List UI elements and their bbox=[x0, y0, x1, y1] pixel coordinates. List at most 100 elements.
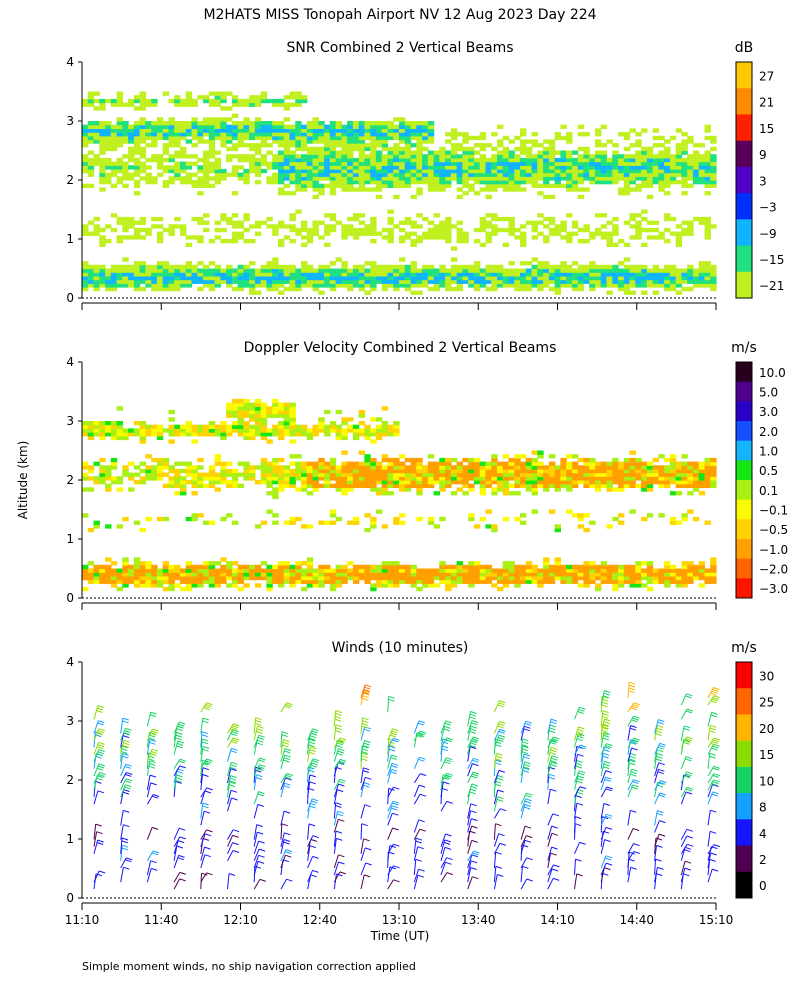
heatmap-cell bbox=[399, 128, 406, 133]
heatmap-cell bbox=[566, 213, 573, 218]
y-tick-label: 4 bbox=[66, 55, 74, 69]
heatmap-cell bbox=[283, 157, 291, 163]
colorbar-unit: dB bbox=[735, 40, 754, 56]
heatmap-cell bbox=[600, 272, 608, 277]
heatmap-cell bbox=[243, 213, 250, 218]
heatmap-cell bbox=[491, 286, 498, 292]
heatmap-cell bbox=[105, 98, 112, 104]
wind-barb-flag bbox=[256, 774, 263, 778]
heatmap-cell bbox=[272, 468, 279, 474]
wind-barb-flag bbox=[204, 846, 211, 850]
heatmap-cell bbox=[254, 283, 262, 288]
heatmap-cell bbox=[410, 483, 417, 488]
heatmap-cell bbox=[537, 454, 544, 459]
heatmap-cell bbox=[329, 513, 337, 518]
heatmap-cell bbox=[185, 180, 193, 185]
heatmap-cell bbox=[203, 264, 210, 270]
heatmap-cell bbox=[312, 132, 319, 137]
heatmap-cell bbox=[445, 176, 452, 181]
heatmap-cell bbox=[168, 139, 175, 144]
colorbar-label: 1.0 bbox=[759, 444, 778, 458]
heatmap-cell bbox=[450, 135, 458, 141]
heatmap-cell bbox=[151, 272, 158, 277]
heatmap-cell bbox=[514, 472, 521, 477]
heatmap-cell bbox=[370, 132, 377, 137]
heatmap-cell bbox=[445, 224, 452, 229]
heatmap-cell bbox=[548, 168, 556, 174]
heatmap-cell bbox=[554, 227, 561, 233]
heatmap-cell bbox=[375, 194, 383, 200]
heatmap-cell bbox=[156, 575, 164, 581]
heatmap-cell bbox=[301, 586, 308, 592]
heatmap-cell bbox=[381, 154, 389, 159]
heatmap-cell bbox=[479, 487, 487, 492]
heatmap-cell bbox=[156, 268, 164, 273]
heatmap-cell bbox=[231, 520, 239, 525]
heatmap-cell bbox=[352, 121, 360, 126]
heatmap-cell bbox=[664, 283, 671, 288]
heatmap-cell bbox=[105, 157, 112, 163]
heatmap-cell bbox=[249, 168, 256, 174]
heatmap-cell bbox=[710, 135, 717, 141]
wind-barb bbox=[333, 854, 339, 869]
heatmap-cell bbox=[704, 235, 711, 240]
wind-barb-flag bbox=[179, 827, 186, 831]
heatmap-cell bbox=[249, 417, 256, 422]
wind-barb-flag bbox=[230, 768, 237, 772]
heatmap-cell bbox=[99, 135, 106, 141]
colorbar-label: −3.0 bbox=[759, 582, 788, 596]
wind-barb-flag bbox=[148, 765, 156, 769]
wind-barb-flag bbox=[151, 795, 159, 799]
heatmap-cell bbox=[508, 564, 515, 570]
heatmap-cell bbox=[646, 465, 654, 470]
heatmap-cell bbox=[468, 487, 475, 492]
heatmap-cell bbox=[710, 183, 717, 188]
heatmap-cell bbox=[139, 583, 146, 588]
heatmap-cell bbox=[347, 183, 354, 188]
heatmap-cell bbox=[669, 135, 677, 141]
wind-barb-flag bbox=[96, 707, 104, 711]
heatmap-cell bbox=[208, 124, 216, 129]
heatmap-cell bbox=[266, 432, 273, 437]
heatmap-cell bbox=[456, 227, 463, 233]
heatmap-cell bbox=[220, 480, 227, 485]
heatmap-cell bbox=[341, 231, 348, 236]
heatmap-cell bbox=[641, 216, 648, 222]
heatmap-cell bbox=[82, 568, 89, 573]
heatmap-cell bbox=[341, 483, 348, 488]
heatmap-cell bbox=[387, 124, 394, 129]
heatmap-cell bbox=[278, 564, 285, 570]
wind-barb-flag bbox=[96, 831, 103, 835]
heatmap-cell bbox=[375, 568, 383, 573]
heatmap-cell bbox=[243, 435, 250, 441]
heatmap-cell bbox=[589, 231, 596, 236]
heatmap-cell bbox=[306, 568, 314, 573]
heatmap-cell bbox=[347, 216, 354, 222]
heatmap-cell bbox=[410, 568, 417, 573]
heatmap-cell bbox=[427, 572, 435, 577]
heatmap-cell bbox=[399, 283, 406, 288]
wind-barb-flag bbox=[255, 717, 262, 721]
heatmap-cell bbox=[352, 176, 360, 181]
heatmap-cell bbox=[468, 150, 475, 155]
heatmap-cell bbox=[462, 480, 469, 485]
heatmap-cell bbox=[283, 579, 291, 584]
heatmap-cell bbox=[324, 572, 331, 577]
heatmap-cell bbox=[295, 575, 302, 581]
heatmap-cell bbox=[214, 176, 221, 181]
heatmap-cell bbox=[122, 161, 129, 166]
heatmap-cell bbox=[266, 135, 273, 141]
heatmap-cell bbox=[226, 472, 233, 477]
heatmap-cell bbox=[324, 428, 331, 433]
heatmap-cell bbox=[174, 275, 181, 281]
heatmap-cell bbox=[416, 154, 423, 159]
heatmap-cell bbox=[595, 480, 602, 485]
heatmap-cell bbox=[364, 154, 371, 159]
heatmap-cell bbox=[335, 168, 342, 174]
heatmap-cell bbox=[439, 275, 446, 281]
wind-barb-flag bbox=[285, 854, 292, 858]
heatmap-cell bbox=[139, 165, 146, 170]
wind-barb-flag bbox=[256, 728, 264, 732]
heatmap-cell bbox=[260, 272, 268, 277]
heatmap-cell bbox=[82, 513, 89, 518]
